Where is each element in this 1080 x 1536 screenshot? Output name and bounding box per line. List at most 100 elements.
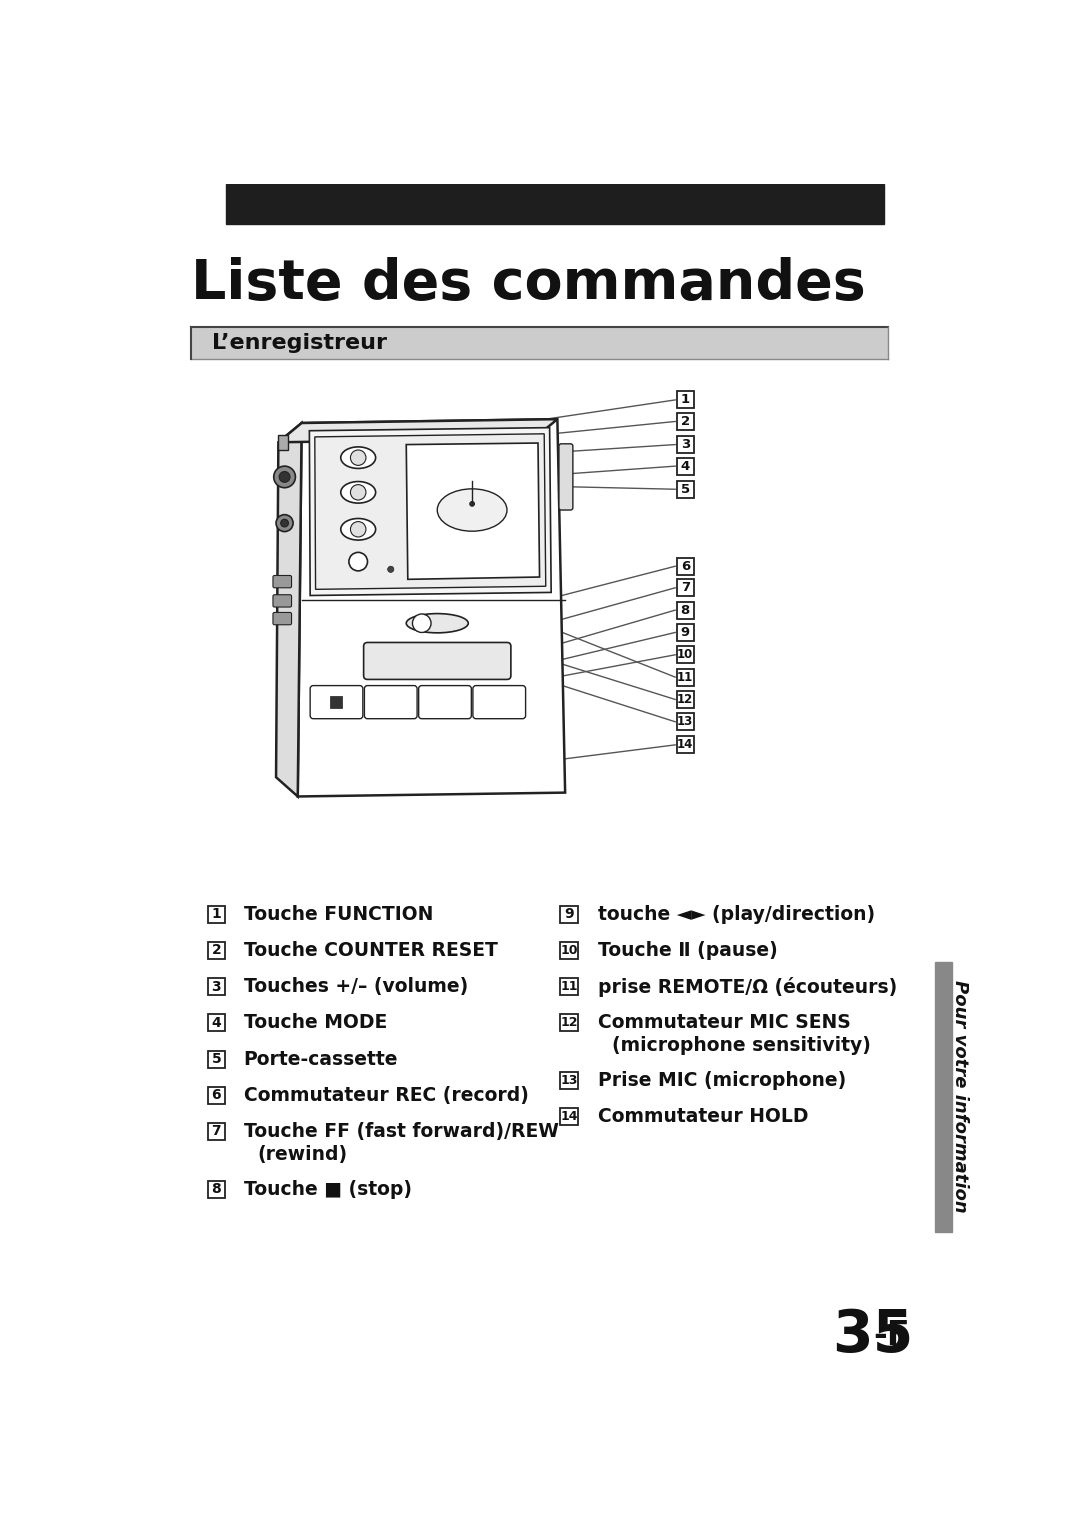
Ellipse shape <box>341 482 376 504</box>
FancyBboxPatch shape <box>273 613 292 625</box>
Bar <box>207 1014 225 1031</box>
Text: Touche FF (fast forward)/REW: Touche FF (fast forward)/REW <box>243 1121 558 1141</box>
Bar <box>561 942 578 958</box>
Bar <box>677 647 693 664</box>
Ellipse shape <box>437 488 507 531</box>
Circle shape <box>350 485 366 501</box>
Polygon shape <box>298 419 565 797</box>
Text: Commutateur HOLD: Commutateur HOLD <box>597 1107 808 1126</box>
Bar <box>677 713 693 730</box>
Text: 5: 5 <box>680 482 690 496</box>
Bar <box>561 1014 578 1031</box>
Text: 13: 13 <box>561 1074 578 1087</box>
Bar <box>561 1072 578 1089</box>
FancyBboxPatch shape <box>273 594 292 607</box>
Circle shape <box>281 519 288 527</box>
Bar <box>207 942 225 958</box>
Bar <box>227 184 883 224</box>
Bar <box>677 458 693 475</box>
Text: 9: 9 <box>680 627 690 639</box>
FancyBboxPatch shape <box>419 685 471 719</box>
Bar <box>677 392 693 409</box>
Text: 14: 14 <box>561 1111 578 1123</box>
Circle shape <box>279 472 291 482</box>
Text: 12: 12 <box>677 693 693 707</box>
Text: 10: 10 <box>677 648 693 662</box>
Bar <box>677 668 693 685</box>
Ellipse shape <box>406 613 469 633</box>
FancyBboxPatch shape <box>310 685 363 719</box>
Bar <box>561 906 578 923</box>
Bar <box>677 579 693 596</box>
Text: 14: 14 <box>677 739 693 751</box>
Polygon shape <box>314 433 545 590</box>
Bar <box>677 558 693 574</box>
Text: -F: -F <box>873 1319 909 1352</box>
Circle shape <box>470 502 474 507</box>
Text: Touches +/– (volume): Touches +/– (volume) <box>243 977 468 997</box>
Bar <box>207 1051 225 1068</box>
Bar <box>677 624 693 641</box>
Polygon shape <box>279 419 557 442</box>
Text: Pour votre information: Pour votre information <box>951 980 970 1213</box>
Text: Liste des commandes: Liste des commandes <box>191 258 865 312</box>
Text: L’enregistreur: L’enregistreur <box>213 333 388 353</box>
Bar <box>207 1087 225 1104</box>
Text: 1: 1 <box>212 908 221 922</box>
Text: (rewind): (rewind) <box>257 1144 348 1164</box>
Text: 8: 8 <box>680 604 690 616</box>
Text: 1: 1 <box>680 393 690 407</box>
Bar <box>677 413 693 430</box>
Bar <box>207 1181 225 1198</box>
Polygon shape <box>276 422 301 797</box>
Circle shape <box>350 522 366 538</box>
Text: 2: 2 <box>212 943 221 957</box>
Text: prise REMOTE/Ω (écouteurs): prise REMOTE/Ω (écouteurs) <box>597 977 896 997</box>
Text: 2: 2 <box>680 415 690 429</box>
Bar <box>278 435 288 450</box>
Bar <box>330 696 342 708</box>
FancyBboxPatch shape <box>473 685 526 719</box>
Text: 10: 10 <box>561 945 578 957</box>
Text: Touche ■ (stop): Touche ■ (stop) <box>243 1180 411 1198</box>
Text: Touche Ⅱ (pause): Touche Ⅱ (pause) <box>597 942 778 960</box>
Bar <box>677 436 693 453</box>
Text: 7: 7 <box>212 1124 221 1138</box>
Text: 13: 13 <box>677 716 693 728</box>
Text: 9: 9 <box>564 908 573 922</box>
FancyBboxPatch shape <box>273 576 292 588</box>
Bar <box>935 962 951 1232</box>
Text: 3: 3 <box>212 980 221 994</box>
FancyBboxPatch shape <box>364 685 417 719</box>
Circle shape <box>349 553 367 571</box>
Text: touche ◄► (play/direction): touche ◄► (play/direction) <box>597 905 875 923</box>
Text: Commutateur MIC SENS: Commutateur MIC SENS <box>597 1014 850 1032</box>
Text: 11: 11 <box>561 980 578 994</box>
Text: 3: 3 <box>680 438 690 452</box>
Text: 4: 4 <box>680 459 690 473</box>
FancyBboxPatch shape <box>559 444 572 510</box>
Text: 7: 7 <box>680 581 690 594</box>
Circle shape <box>350 450 366 465</box>
Polygon shape <box>309 427 551 596</box>
Text: Commutateur REC (record): Commutateur REC (record) <box>243 1086 528 1104</box>
Text: 4: 4 <box>212 1015 221 1029</box>
Circle shape <box>276 515 293 531</box>
Bar <box>561 978 578 995</box>
Bar <box>677 481 693 498</box>
Text: 35: 35 <box>833 1307 914 1364</box>
Text: Porte-cassette: Porte-cassette <box>243 1049 399 1069</box>
FancyBboxPatch shape <box>364 642 511 679</box>
Bar <box>677 736 693 753</box>
Text: 6: 6 <box>212 1087 221 1103</box>
Text: Touche MODE: Touche MODE <box>243 1014 387 1032</box>
Circle shape <box>413 614 431 633</box>
Polygon shape <box>406 442 540 579</box>
Bar <box>207 978 225 995</box>
Text: Touche COUNTER RESET: Touche COUNTER RESET <box>243 942 498 960</box>
Text: Prise MIC (microphone): Prise MIC (microphone) <box>597 1071 846 1091</box>
Bar <box>207 906 225 923</box>
Bar <box>191 327 888 359</box>
Circle shape <box>388 567 394 573</box>
Text: Touche FUNCTION: Touche FUNCTION <box>243 905 433 923</box>
